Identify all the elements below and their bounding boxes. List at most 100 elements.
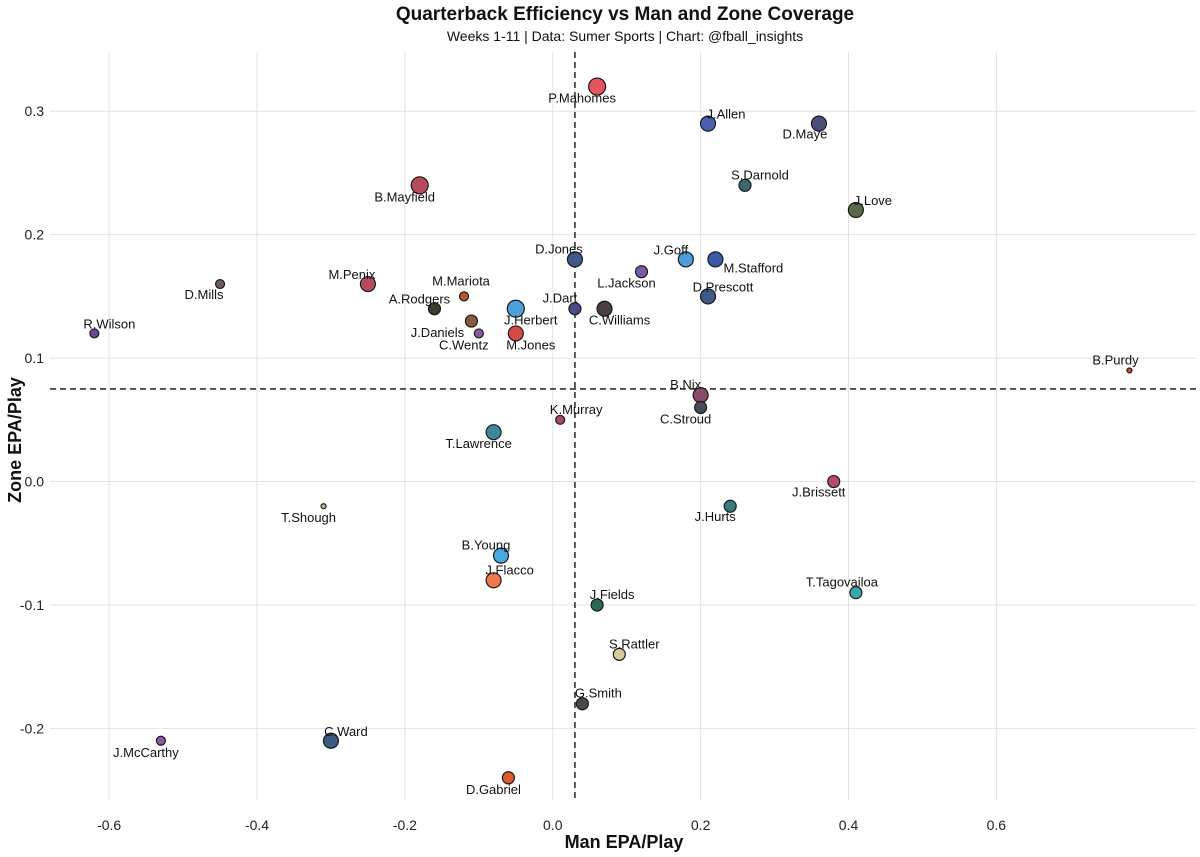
label-a-rodgers: A.Rodgers xyxy=(389,292,451,307)
label-j-brissett: J.Brissett xyxy=(792,485,846,500)
label-r-wilson: R.Wilson xyxy=(83,316,135,331)
label-m-penix: M.Penix xyxy=(328,267,375,282)
point-t-tagovailoa xyxy=(849,586,863,600)
label-d-gabriel: D.Gabriel xyxy=(466,782,521,797)
x-tick-label: -0.2 xyxy=(393,817,417,833)
label-j-hurts: J.Hurts xyxy=(695,509,737,524)
point-c-williams xyxy=(596,300,613,317)
label-j-fields: J.Fields xyxy=(590,587,635,602)
y-tick-label: 0.3 xyxy=(25,103,45,119)
point-t-lawrence xyxy=(485,424,502,441)
label-m-mariota: M.Mariota xyxy=(432,273,491,288)
point-j-goff xyxy=(677,251,694,268)
label-j-mccarthy: J.McCarthy xyxy=(113,745,179,760)
label-b-young: B.Young xyxy=(462,538,511,553)
label-c-stroud: C.Stroud xyxy=(660,411,711,426)
point-k-murray xyxy=(555,414,566,425)
label-d-jones: D.Jones xyxy=(535,241,583,256)
y-tick-label: -0.1 xyxy=(20,597,44,613)
label-c-wentz: C.Wentz xyxy=(439,337,489,352)
label-b-mayfield: B.Mayfield xyxy=(374,189,435,204)
point-j-fields xyxy=(590,598,604,612)
point-s-darnold xyxy=(738,178,752,192)
label-g-smith: G.Smith xyxy=(575,686,622,701)
point-c-stroud xyxy=(694,400,708,415)
point-b-purdy xyxy=(1126,367,1133,374)
x-tick-label: 0.0 xyxy=(543,817,563,833)
x-axis-title: Man EPA/Play xyxy=(565,832,684,852)
point-j-dart xyxy=(568,302,582,316)
point-d-maye xyxy=(810,115,828,132)
point-m-jones xyxy=(507,325,524,342)
point-c-wentz xyxy=(473,328,484,339)
point-c-ward xyxy=(322,732,340,749)
mean-reference-lines xyxy=(50,52,1196,800)
x-tick-label: -0.6 xyxy=(97,817,121,833)
point-l-jackson xyxy=(634,265,649,279)
point-a-rodgers xyxy=(427,302,442,316)
grid-lines xyxy=(50,52,1196,800)
label-m-stafford: M.Stafford xyxy=(724,260,784,275)
label-l-jackson: L.Jackson xyxy=(597,276,656,291)
y-tick-label: 0.0 xyxy=(25,474,45,490)
point-d-jones xyxy=(566,251,584,268)
axis-ticks: -0.6 -0.4 -0.2 0.0 0.2 0.4 0.6 -0.2 -0.1 0.0 0.1 0.… xyxy=(20,103,1006,833)
point-j-flacco xyxy=(485,572,502,589)
label-m-jones: M.Jones xyxy=(506,337,556,352)
x-tick-label: -0.4 xyxy=(245,817,269,833)
point-d-prescott xyxy=(699,288,717,305)
chart-subtitle: Weeks 1-11 | Data: Sumer Sports | Chart:… xyxy=(446,28,804,44)
label-j-allen: J.Allen xyxy=(707,107,746,122)
x-tick-label: 0.2 xyxy=(691,817,711,833)
label-c-williams: C.Williams xyxy=(589,313,651,328)
x-tick-label: 0.6 xyxy=(987,817,1007,833)
point-j-allen xyxy=(699,115,717,132)
point-j-herbert xyxy=(506,299,525,318)
x-tick-label: 0.4 xyxy=(839,817,859,833)
y-tick-label: 0.1 xyxy=(25,350,45,366)
point-d-gabriel xyxy=(501,771,515,785)
label-t-lawrence: T.Lawrence xyxy=(445,436,511,451)
label-b-purdy: B.Purdy xyxy=(1092,352,1139,367)
label-s-darnold: S.Darnold xyxy=(731,167,789,182)
y-tick-label: 0.2 xyxy=(25,227,45,243)
label-d-prescott: D.Prescott xyxy=(693,279,754,294)
label-j-herbert: J.Herbert xyxy=(504,313,558,328)
label-p-mahomes: P.Mahomes xyxy=(548,91,616,106)
label-s-rattler: S.Rattler xyxy=(609,636,660,651)
point-p-mahomes xyxy=(588,77,607,96)
label-b-nix: B.Nix xyxy=(670,377,702,392)
point-labels: P.Mahomes J.Allen D.Maye B.Mayfield S.Darnol… xyxy=(83,91,1139,797)
label-d-maye: D.Maye xyxy=(783,127,828,142)
y-tick-label: -0.2 xyxy=(20,720,44,736)
point-g-smith xyxy=(575,697,589,711)
point-r-wilson xyxy=(89,328,100,339)
chart-title: Quarterback Efficiency vs Man and Zone C… xyxy=(395,4,855,25)
point-b-mayfield xyxy=(410,176,429,195)
point-j-brissett xyxy=(827,474,841,489)
label-j-goff: J.Goff xyxy=(654,242,689,257)
label-d-mills: D.Mills xyxy=(185,287,224,302)
label-j-daniels: J.Daniels xyxy=(411,325,465,340)
y-axis-title: Zone EPA/Play xyxy=(5,377,25,503)
label-t-tagovailoa: T.Tagovailoa xyxy=(806,575,879,590)
point-b-young xyxy=(492,547,510,564)
point-j-love xyxy=(847,201,864,219)
point-m-mariota xyxy=(458,291,470,302)
label-j-love: J.Love xyxy=(854,193,892,208)
label-c-ward: C.Ward xyxy=(324,724,368,739)
point-m-stafford xyxy=(707,251,724,268)
label-j-flacco: J.Flacco xyxy=(485,562,533,577)
label-t-shough: T.Shough xyxy=(281,510,336,525)
point-t-shough xyxy=(320,503,327,510)
label-j-dart: J.Dart xyxy=(543,291,578,306)
point-m-penix xyxy=(359,275,377,293)
point-s-rattler xyxy=(612,647,626,661)
point-j-daniels xyxy=(464,314,479,328)
point-j-hurts xyxy=(723,499,737,513)
point-d-mills xyxy=(214,278,226,290)
data-points xyxy=(89,77,1133,785)
point-j-mccarthy xyxy=(155,735,167,746)
